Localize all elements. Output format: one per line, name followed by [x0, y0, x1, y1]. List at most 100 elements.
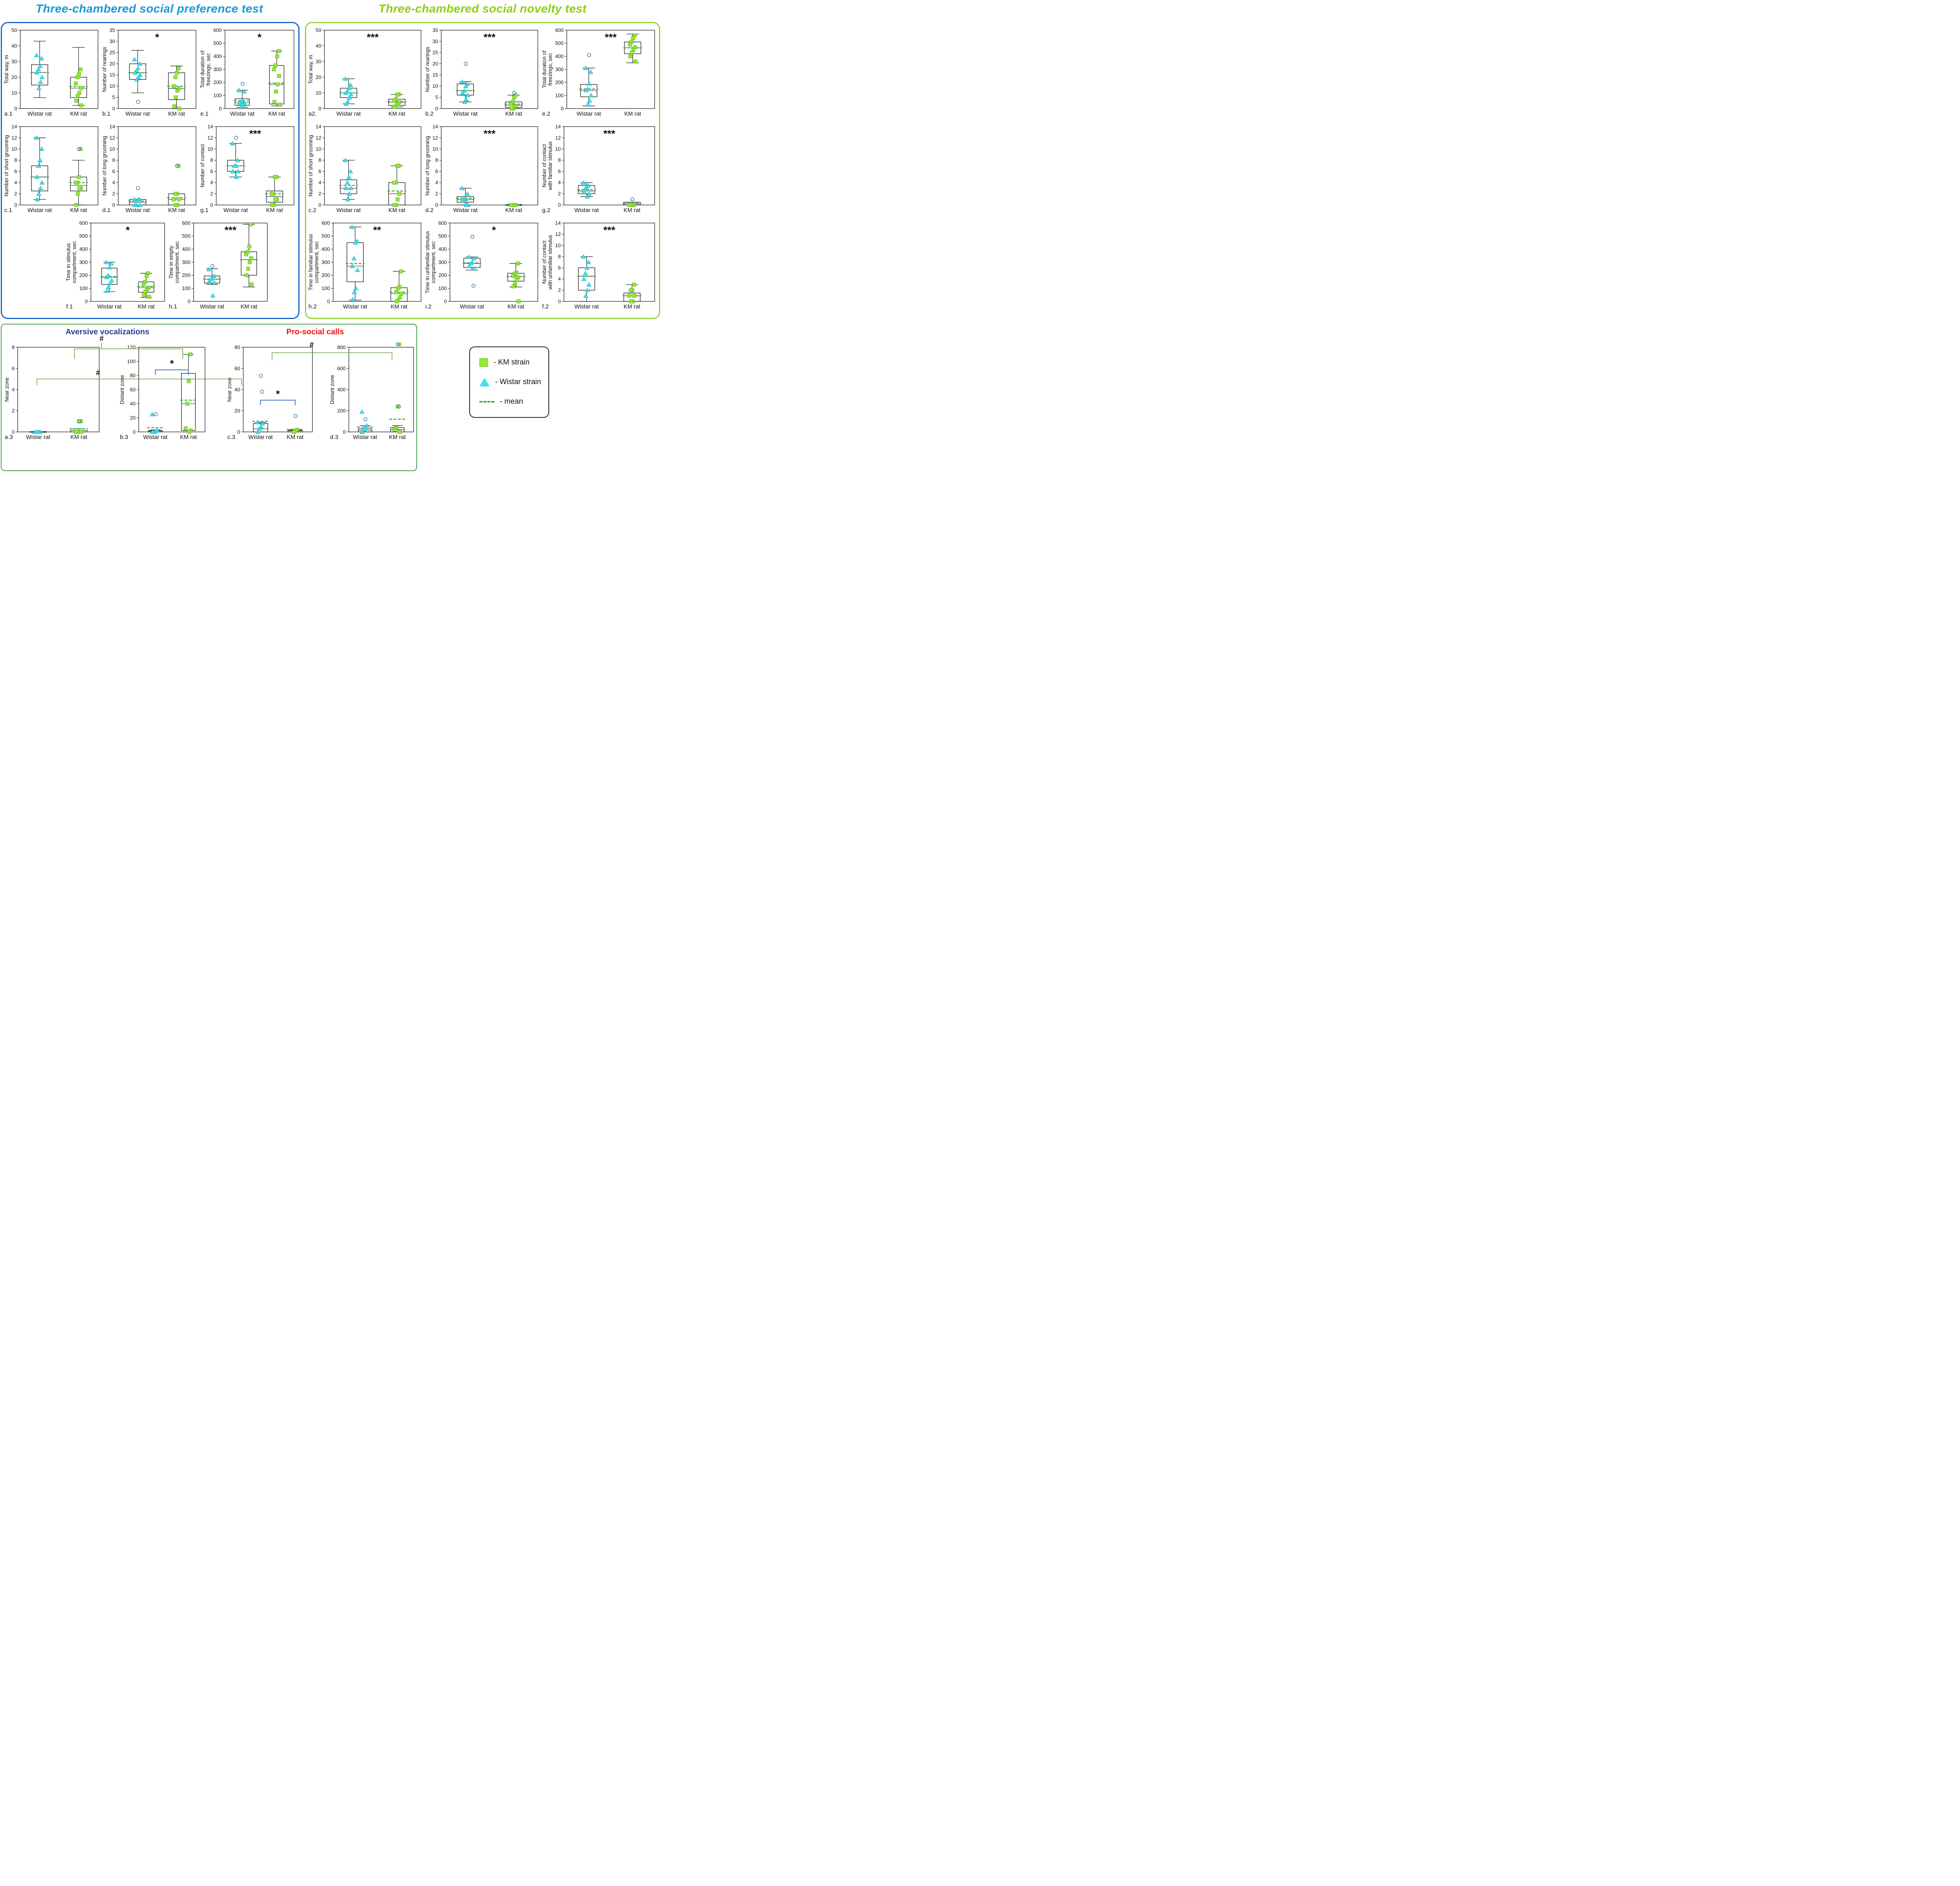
svg-text:KM rat: KM rat: [505, 207, 522, 214]
preference-title: Three-chambered social preference test: [36, 2, 263, 15]
svg-text:Wistar rat: Wistar rat: [249, 434, 273, 441]
svg-text:600: 600: [438, 220, 447, 226]
svg-text:600: 600: [79, 220, 88, 226]
svg-text:Wistar rat: Wistar rat: [230, 111, 254, 117]
svg-text:100: 100: [79, 285, 88, 291]
svg-text:10: 10: [316, 90, 321, 96]
svg-text:compartment, sec: compartment, sec: [430, 241, 436, 283]
svg-text:60: 60: [130, 386, 135, 392]
svg-text:4: 4: [318, 180, 321, 185]
svg-text:i.2: i.2: [425, 303, 432, 310]
svg-text:KM rat: KM rat: [389, 434, 406, 441]
svg-text:30: 30: [432, 38, 438, 44]
legend-mean-label: - mean: [500, 397, 523, 406]
svg-text:20: 20: [109, 61, 115, 67]
svg-text:100: 100: [182, 285, 191, 291]
legend-wistar-label: - Wistar strain: [495, 378, 541, 386]
svg-text:Number of contact: Number of contact: [541, 241, 547, 284]
svg-text:a2.: a2.: [309, 111, 317, 117]
svg-text:Wistar rat: Wistar rat: [200, 304, 224, 310]
novelty-title: Three-chambered social novelty test: [378, 2, 587, 15]
svg-text:Wistar rat: Wistar rat: [574, 304, 599, 310]
svg-text:KM rat: KM rat: [241, 304, 258, 310]
svg-text:14: 14: [555, 220, 561, 226]
svg-text:100: 100: [127, 358, 136, 364]
svg-text:600: 600: [337, 365, 346, 371]
svg-text:20: 20: [316, 74, 321, 80]
svg-text:100: 100: [438, 285, 447, 291]
svg-text:0: 0: [444, 298, 447, 304]
svg-text:Time in empty: Time in empty: [168, 246, 174, 279]
chart-total-way-novelty: 0 10 20 30 40 50 Total way, m Wistar rat KM rat *…: [308, 25, 425, 122]
legend: - KM strain - Wistar strain - mean: [469, 346, 549, 418]
svg-text:10: 10: [109, 83, 115, 89]
svg-text:b.3: b.3: [120, 434, 128, 441]
chart-aversive-distant-zone: 0 20 40 60 80 100 120 Distant zone Wistar rat KM …: [119, 343, 209, 445]
svg-text:d.2: d.2: [425, 207, 434, 214]
svg-text:12: 12: [207, 135, 213, 141]
svg-text:120: 120: [127, 344, 136, 350]
svg-text:KM rat: KM rat: [388, 111, 405, 117]
svg-text:Wistar rat: Wistar rat: [343, 304, 367, 310]
svg-text:KM rat: KM rat: [168, 207, 185, 214]
svg-text:14: 14: [109, 123, 115, 129]
svg-text:Wistar rat: Wistar rat: [574, 207, 599, 214]
svg-text:f.1: f.1: [66, 303, 73, 310]
svg-text:30: 30: [109, 38, 115, 44]
svg-text:8: 8: [318, 157, 321, 163]
svg-text:0: 0: [14, 105, 17, 111]
svg-text:600: 600: [213, 27, 222, 33]
svg-text:4: 4: [12, 386, 15, 392]
chart-aversive-near-zone: 0 2 4 6 8 Near zone Wistar rat KM rat a.3: [4, 343, 103, 445]
svg-text:***: ***: [367, 31, 379, 43]
svg-text:KM rat: KM rat: [624, 207, 641, 214]
prosocial-title: Pro-social calls: [286, 328, 344, 336]
svg-text:8: 8: [435, 157, 438, 163]
svg-text:KM rat: KM rat: [70, 111, 87, 117]
svg-text:f.2: f.2: [542, 303, 549, 310]
svg-text:0: 0: [318, 202, 321, 208]
svg-text:h.2: h.2: [309, 303, 317, 310]
svg-text:KM rat: KM rat: [624, 304, 641, 310]
svg-text:c.2: c.2: [309, 207, 316, 214]
svg-text:KM rat: KM rat: [391, 304, 408, 310]
svg-text:300: 300: [213, 66, 222, 72]
svg-text:KM rat: KM rat: [508, 304, 524, 310]
svg-text:6: 6: [14, 169, 17, 174]
svg-text:***: ***: [603, 224, 615, 236]
svg-text:2: 2: [318, 191, 321, 197]
svg-text:400: 400: [79, 246, 88, 252]
svg-text:40: 40: [316, 43, 321, 49]
svg-text:***: ***: [249, 128, 261, 140]
svg-text:2: 2: [558, 191, 561, 197]
social-preference-panel: 0 10 20 30 40 50 Total way, m Wistar rat KM rat a…: [1, 22, 299, 319]
svg-text:**: **: [373, 224, 381, 236]
svg-text:Number of long grooming: Number of long grooming: [425, 136, 430, 196]
svg-text:KM rat: KM rat: [71, 434, 87, 441]
svg-text:600: 600: [182, 220, 191, 226]
svg-text:0: 0: [343, 429, 346, 435]
svg-text:10: 10: [207, 146, 213, 152]
svg-text:400: 400: [555, 53, 564, 59]
svg-text:50: 50: [11, 27, 17, 33]
wistar-triangle-icon: [479, 378, 490, 386]
svg-text:100: 100: [321, 285, 330, 291]
svg-text:200: 200: [213, 80, 222, 85]
svg-text:4: 4: [112, 180, 115, 185]
svg-text:Number of short grooming: Number of short grooming: [308, 135, 314, 197]
svg-text:compartment, sec: compartment, sec: [314, 241, 319, 283]
svg-text:KM rat: KM rat: [624, 111, 641, 117]
svg-text:d.3: d.3: [330, 434, 338, 441]
chart-freezing-preference: 0 100 200 300 400 500 600 Total duration of free…: [200, 25, 298, 122]
novelty-row-3: 0 100 200 300 400 500 600 Time in familiar stim…: [308, 218, 659, 315]
svg-text:8: 8: [112, 157, 115, 163]
svg-text:4: 4: [14, 180, 17, 185]
svg-text:20: 20: [11, 74, 17, 80]
svg-text:Wistar rat: Wistar rat: [143, 434, 167, 441]
svg-text:20: 20: [432, 61, 438, 67]
svg-text:c.3: c.3: [227, 434, 235, 441]
svg-text:25: 25: [109, 49, 115, 55]
svg-text:15: 15: [109, 72, 115, 78]
svg-text:2: 2: [558, 287, 561, 293]
svg-text:300: 300: [79, 259, 88, 265]
